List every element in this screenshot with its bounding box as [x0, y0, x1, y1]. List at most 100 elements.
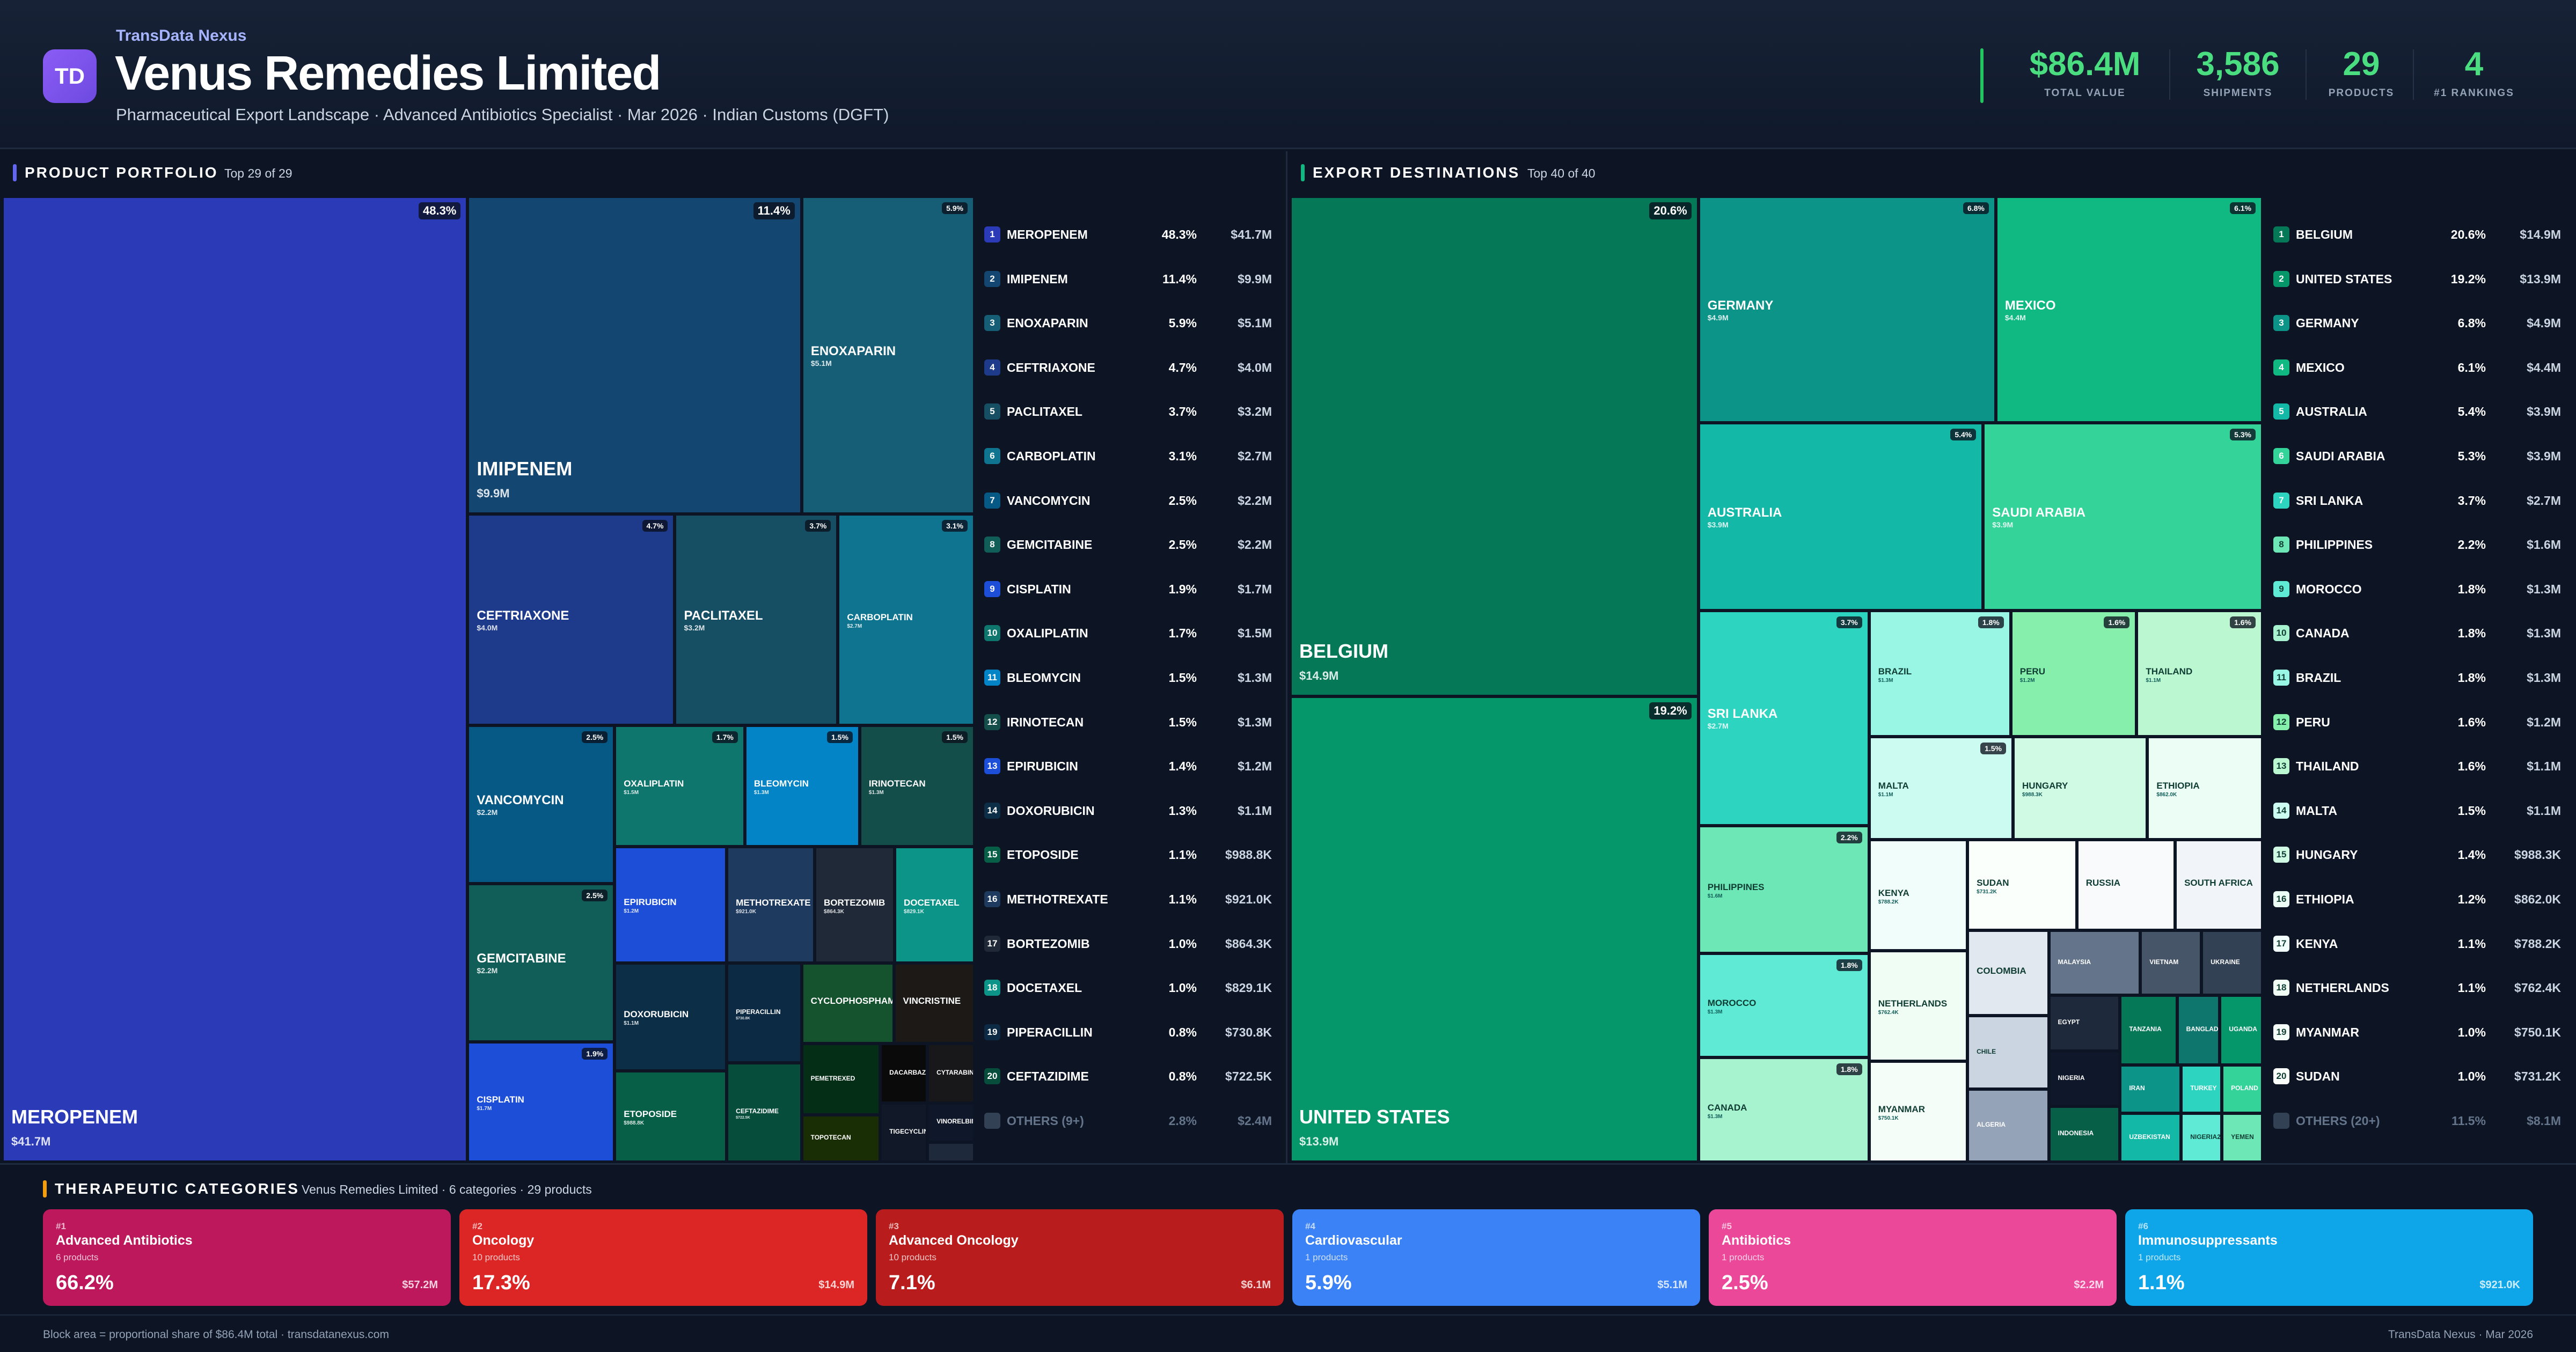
- treemap-tile-tigecycline[interactable]: TIGECYCLINE: [880, 1103, 928, 1162]
- treemap-tile-dacarbazine[interactable]: DACARBAZINE: [880, 1044, 928, 1103]
- treemap-tile-poland[interactable]: POLAND: [2222, 1064, 2263, 1114]
- treemap-tile-vinorelbine[interactable]: VINORELBINE: [927, 1103, 975, 1143]
- legend-row-germany[interactable]: 3 GERMANY 6.8% $4.9M: [2273, 313, 2561, 334]
- treemap-tile-ukraine[interactable]: UKRAINE: [2201, 930, 2263, 996]
- treemap-tile-myanmar[interactable]: MYANMAR $750.1K: [1869, 1061, 1968, 1162]
- treemap-tile-uganda[interactable]: UGANDA: [2220, 995, 2263, 1065]
- treemap-tile-nigeria[interactable]: NIGERIA: [2048, 1050, 2120, 1107]
- legend-row-peru[interactable]: 12 PERU 1.6% $1.2M: [2273, 712, 2561, 733]
- treemap-tile-yemen[interactable]: YEMEN: [2222, 1113, 2263, 1162]
- legend-row-methotrexate[interactable]: 16 METHOTREXATE 1.1% $921.0K: [984, 889, 1272, 910]
- treemap-tile-hungary[interactable]: HUNGARY $988.3K: [2013, 736, 2148, 840]
- category-card-cardiovascular[interactable]: #4 Cardiovascular 1 products 5.9% $5.1M: [1292, 1209, 1700, 1306]
- treemap-tile-topotecan[interactable]: TOPOTECAN: [801, 1114, 881, 1162]
- legend-row-hungary[interactable]: 15 HUNGARY 1.4% $988.3K: [2273, 844, 2561, 866]
- treemap-tile-vancomycin[interactable]: VANCOMYCIN $2.2M 2.5%: [467, 725, 615, 884]
- treemap-tile-netherlands[interactable]: NETHERLANDS $762.4K: [1869, 950, 1968, 1062]
- treemap-tile-vincristine[interactable]: VINCRISTINE: [894, 963, 975, 1044]
- legend-row-myanmar[interactable]: 19 MYANMAR 1.0% $750.1K: [2273, 1022, 2561, 1044]
- treemap-tile-paclitaxel[interactable]: PACLITAXEL $3.2M 3.7%: [675, 514, 838, 725]
- legend-row-mexico[interactable]: 4 MEXICO 6.1% $4.4M: [2273, 357, 2561, 379]
- treemap-tile-sri-lanka[interactable]: SRI LANKA $2.7M 3.7%: [1698, 611, 1869, 826]
- treemap-tile-oxaliplatin[interactable]: OXALIPLATIN $1.5M 1.7%: [614, 725, 745, 847]
- treemap-tile-aztreonam[interactable]: [927, 1142, 975, 1162]
- treemap-tile-piperacillin[interactable]: PIPERACILLIN $730.8K: [727, 963, 802, 1063]
- legend-row-oxaliplatin[interactable]: 10 OXALIPLATIN 1.7% $1.5M: [984, 623, 1272, 644]
- treemap-tile-thailand[interactable]: THAILAND $1.1M 1.6%: [2136, 611, 2263, 737]
- legend-row-sri-lanka[interactable]: 7 SRI LANKA 3.7% $2.7M: [2273, 490, 2561, 512]
- category-card-advanced-oncology[interactable]: #3 Advanced Oncology 10 products 7.1% $6.1M: [876, 1209, 1284, 1306]
- treemap-tile-methotrexate[interactable]: METHOTREXATE $921.0K: [727, 847, 815, 964]
- treemap-tile-malaysia[interactable]: MALAYSIA: [2048, 930, 2141, 996]
- treemap-tile-enoxaparin[interactable]: ENOXAPARIN $5.1M 5.9%: [801, 196, 975, 514]
- treemap-tile-malta[interactable]: MALTA $1.1M 1.5%: [1869, 736, 2014, 840]
- treemap-tile-indonesia[interactable]: INDONESIA: [2048, 1106, 2120, 1162]
- legend-row-bortezomib[interactable]: 17 BORTEZOMIB 1.0% $864.3K: [984, 934, 1272, 955]
- legend-row-thailand[interactable]: 13 THAILAND 1.6% $1.1M: [2273, 756, 2561, 777]
- treemap-tile-chile[interactable]: CHILE: [1967, 1016, 2049, 1089]
- treemap-tile-germany[interactable]: GERMANY $4.9M 6.8%: [1698, 196, 1996, 423]
- legend-row-etoposide[interactable]: 15 ETOPOSIDE 1.1% $988.8K: [984, 844, 1272, 866]
- legend-row-epirubicin[interactable]: 13 EPIRUBICIN 1.4% $1.2M: [984, 756, 1272, 777]
- legend-row-philippines[interactable]: 8 PHILIPPINES 2.2% $1.6M: [2273, 534, 2561, 556]
- treemap-tile-russia[interactable]: RUSSIA: [2076, 840, 2176, 931]
- legend-row-netherlands[interactable]: 18 NETHERLANDS 1.1% $762.4K: [2273, 978, 2561, 999]
- treemap-tile-bangladesh[interactable]: BANGLADESH: [2177, 995, 2220, 1065]
- treemap-tile-cyclophosphamide[interactable]: CYCLOPHOSPHAMIDE: [801, 963, 894, 1044]
- treemap-tile-nigeria2[interactable]: NIGERIA2: [2181, 1113, 2222, 1162]
- treemap-tile-colombia[interactable]: COLOMBIA: [1967, 930, 2049, 1016]
- treemap-tile-algeria[interactable]: ALGERIA: [1967, 1089, 2049, 1162]
- treemap-tile-vietnam[interactable]: VIETNAM: [2140, 930, 2202, 996]
- legend-row-docetaxel[interactable]: 18 DOCETAXEL 1.0% $829.1K: [984, 978, 1272, 999]
- treemap-tile-kenya[interactable]: KENYA $788.2K: [1869, 840, 1968, 951]
- treemap-tile-turkey[interactable]: TURKEY: [2181, 1064, 2222, 1114]
- treemap-tile-docetaxel[interactable]: DOCETAXEL $829.1K: [895, 847, 975, 964]
- treemap-tile-doxorubicin[interactable]: DOXORUBICIN $1.1M: [614, 962, 727, 1071]
- category-card-immunosuppressants[interactable]: #6 Immunosuppressants 1 products 1.1% $921.0…: [2125, 1209, 2533, 1306]
- treemap-tile-australia[interactable]: AUSTRALIA $3.9M 5.4%: [1698, 423, 1984, 611]
- legend-row-others[interactable]: OTHERS (9+) 2.8% $2.4M: [984, 1111, 1272, 1132]
- treemap-tile-bortezomib[interactable]: BORTEZOMIB $864.3K: [815, 847, 895, 964]
- legend-row-enoxaparin[interactable]: 3 ENOXAPARIN 5.9% $5.1M: [984, 313, 1272, 334]
- legend-row-meropenem[interactable]: 1 MEROPENEM 48.3% $41.7M: [984, 224, 1272, 246]
- legend-row-vancomycin[interactable]: 7 VANCOMYCIN 2.5% $2.2M: [984, 490, 1272, 512]
- legend-row-ethiopia[interactable]: 16 ETHIOPIA 1.2% $862.0K: [2273, 889, 2561, 910]
- legend-row-carboplatin[interactable]: 6 CARBOPLATIN 3.1% $2.7M: [984, 446, 1272, 467]
- category-card-antibiotics[interactable]: #5 Antibiotics 1 products 2.5% $2.2M: [1709, 1209, 2117, 1306]
- legend-row-australia[interactable]: 5 AUSTRALIA 5.4% $3.9M: [2273, 401, 2561, 423]
- treemap-tile-bleomycin[interactable]: BLEOMYCIN $1.3M 1.5%: [744, 725, 860, 847]
- treemap-tile-belgium[interactable]: BELGIUM $14.9M 20.6%: [1290, 196, 1699, 696]
- category-card-advanced-antibiotics[interactable]: #1 Advanced Antibiotics 6 products 66.2% $57…: [43, 1209, 451, 1306]
- legend-row-imipenem[interactable]: 2 IMIPENEM 11.4% $9.9M: [984, 269, 1272, 290]
- treemap-tile-sudan[interactable]: SUDAN $731.2K: [1967, 840, 2077, 931]
- legend-row-bleomycin[interactable]: 11 BLEOMYCIN 1.5% $1.3M: [984, 667, 1272, 689]
- legend-row-saudi-arabia[interactable]: 6 SAUDI ARABIA 5.3% $3.9M: [2273, 446, 2561, 467]
- treemap-tile-pemetrexed[interactable]: PEMETREXED: [801, 1044, 881, 1115]
- treemap-tile-ethiopia[interactable]: ETHIOPIA $862.0K: [2147, 736, 2263, 840]
- legend-row-irinotecan[interactable]: 12 IRINOTECAN 1.5% $1.3M: [984, 712, 1272, 733]
- category-card-oncology[interactable]: #2 Oncology 10 products 17.3% $14.9M: [459, 1209, 867, 1306]
- treemap-tile-united-states[interactable]: UNITED STATES $13.9M 19.2%: [1290, 696, 1699, 1162]
- treemap-tile-epirubicin[interactable]: EPIRUBICIN $1.2M: [614, 847, 727, 963]
- treemap-tile-saudi-arabia[interactable]: SAUDI ARABIA $3.9M 5.3%: [1983, 423, 2263, 611]
- treemap-tile-peru[interactable]: PERU $1.2M 1.6%: [2010, 611, 2137, 737]
- treemap-tile-tanzania[interactable]: TANZANIA: [2120, 995, 2177, 1065]
- legend-row-sudan[interactable]: 20 SUDAN 1.0% $731.2K: [2273, 1066, 2561, 1088]
- legend-row-cisplatin[interactable]: 9 CISPLATIN 1.9% $1.7M: [984, 579, 1272, 600]
- legend-row-others[interactable]: OTHERS (20+) 11.5% $8.1M: [2273, 1111, 2561, 1132]
- treemap-tile-egypt[interactable]: EGYPT: [2048, 995, 2120, 1051]
- legend-row-belgium[interactable]: 1 BELGIUM 20.6% $14.9M: [2273, 224, 2561, 246]
- legend-row-doxorubicin[interactable]: 14 DOXORUBICIN 1.3% $1.1M: [984, 800, 1272, 822]
- treemap-tile-mexico[interactable]: MEXICO $4.4M 6.1%: [1995, 196, 2263, 423]
- legend-row-morocco[interactable]: 9 MOROCCO 1.8% $1.3M: [2273, 579, 2561, 600]
- legend-row-malta[interactable]: 14 MALTA 1.5% $1.1M: [2273, 800, 2561, 822]
- treemap-tile-meropenem[interactable]: MEROPENEM $41.7M 48.3%: [2, 196, 468, 1162]
- legend-row-ceftazidime[interactable]: 20 CEFTAZIDIME 0.8% $722.5K: [984, 1066, 1272, 1088]
- legend-row-paclitaxel[interactable]: 5 PACLITAXEL 3.7% $3.2M: [984, 401, 1272, 423]
- treemap-tile-canada[interactable]: CANADA $1.3M 1.8%: [1698, 1057, 1869, 1162]
- treemap-tile-cytarabine[interactable]: CYTARABINE: [927, 1044, 975, 1103]
- treemap-tile-imipenem[interactable]: IMIPENEM $9.9M 11.4%: [467, 196, 802, 514]
- treemap-tile-morocco[interactable]: MOROCCO $1.3M 1.8%: [1698, 953, 1869, 1058]
- treemap-tile-ceftazidime[interactable]: CEFTAZIDIME $722.5K: [727, 1062, 802, 1162]
- legend-row-united-states[interactable]: 2 UNITED STATES 19.2% $13.9M: [2273, 269, 2561, 290]
